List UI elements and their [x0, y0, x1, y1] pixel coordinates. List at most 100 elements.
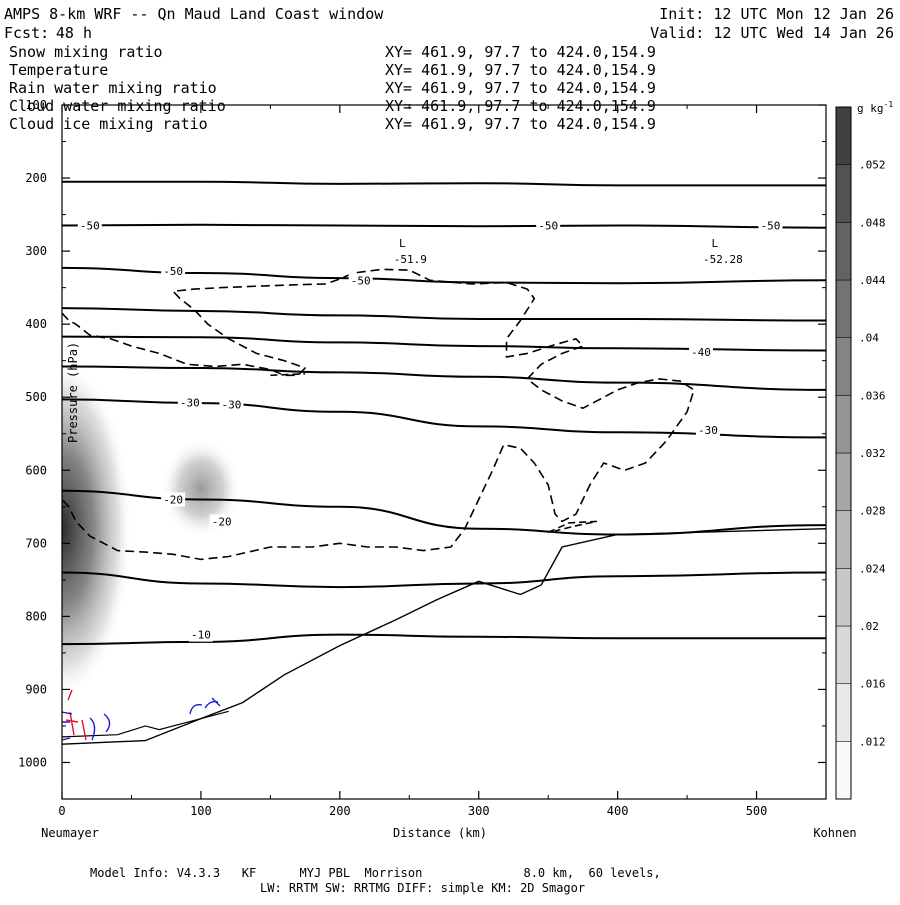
colorbar-unit-exponent: -1 — [884, 100, 894, 109]
plot-clip-group: -50 -50 -50 -50 -50 -40 -30 -30 -30 -20 -20 -10 — [62, 180, 826, 745]
terrain-surface-line — [62, 528, 826, 745]
contour-label: -50 — [760, 220, 780, 233]
colorbar-segment — [835, 741, 852, 800]
cloud-ice-contour-fragment — [270, 373, 306, 377]
colorbar-segment — [835, 164, 852, 223]
contour-label-bg — [161, 492, 186, 507]
rain-water-contour — [65, 689, 87, 741]
plot-frame — [61, 104, 827, 800]
colorbar-tick-label: .02 — [859, 620, 879, 633]
y-tick-label: 800 — [25, 609, 47, 623]
snow-maximum-shading — [160, 438, 241, 539]
colorbar-tick-label: .024 — [859, 562, 886, 575]
contour-label-bg — [77, 218, 102, 233]
colorbar-segment — [835, 395, 852, 454]
model-info-line1: Model Info: V4.3.3 KF MYJ PBL Morrison 8… — [90, 866, 661, 880]
terrain-secondary-line — [62, 710, 229, 738]
contour-label: -50 — [351, 274, 371, 287]
colorbar-tick-label: .044 — [859, 274, 886, 287]
legend-field-name: Rain water mixing ratio — [9, 79, 217, 97]
colorbar-segment — [835, 279, 852, 338]
colorbar-segment — [835, 222, 852, 281]
low-value: -51.9 — [394, 253, 427, 266]
isotherm-line — [62, 633, 826, 646]
colorbar-tick-label: .04 — [859, 332, 879, 345]
colorbar-tick-label: .036 — [859, 389, 886, 402]
colorbar-tick-label: .032 — [859, 447, 886, 460]
legend-field-name: Temperature — [9, 61, 108, 79]
isotherm-line — [62, 180, 826, 187]
y-axis-label: Pressure (hPa) — [66, 342, 80, 443]
legend-field-xy: XY= 461.9, 97.7 to 424.0,154.9 — [385, 115, 656, 133]
isotherm-line — [62, 223, 826, 229]
y-tick-label: 900 — [25, 682, 47, 696]
valid-time: Valid: 12 UTC Wed 14 Jan 26 — [650, 24, 894, 42]
cloud-water-contour — [62, 697, 221, 741]
contour-label-bg — [219, 397, 244, 412]
contour-label: -30 — [222, 399, 242, 412]
legend-field-xy: XY= 461.9, 97.7 to 424.0,154.9 — [385, 61, 656, 79]
x-tick-label: 400 — [607, 804, 629, 818]
legend-field-xy: XY= 461.9, 97.7 to 424.0,154.9 — [385, 43, 656, 61]
legend-field-name: Snow mixing ratio — [9, 43, 163, 61]
contour-label-bg — [758, 218, 783, 233]
contour-label-bg — [536, 218, 561, 233]
contour-label-bg — [688, 344, 713, 359]
colorbar-tick-label: .028 — [859, 505, 886, 518]
y-tick-label: 400 — [25, 317, 47, 331]
colorbar-segment — [835, 683, 852, 742]
contour-label: -10 — [191, 629, 211, 642]
low-value: -52.28 — [703, 253, 743, 266]
field-legend: Snow mixing ratio XY= 461.9, 97.7 to 424.… — [9, 43, 656, 133]
contour-label: -30 — [698, 424, 718, 437]
colorbar-segment — [835, 568, 852, 627]
x-tick-label: 0 — [58, 804, 65, 818]
colorbar-tick-label: .052 — [859, 159, 886, 172]
model-info-line2: LW: RRTM SW: RRTMG DIFF: simple KM: 2D S… — [260, 881, 585, 895]
contour-label-bg — [161, 263, 186, 278]
x-start-station: Neumayer — [41, 826, 99, 840]
forecast-hours: 48 h — [56, 24, 92, 42]
colorbar-segment — [835, 106, 852, 165]
contour-label-bg — [348, 273, 373, 288]
plot-area: -50 -50 -50 -50 -50 -40 -30 -30 -30 -20 -20 -10 L -51… — [18, 98, 827, 818]
cloud-ice-contour-fragment — [547, 520, 597, 534]
colorbar-tick-label: .012 — [859, 735, 886, 748]
contour-label: -20 — [212, 515, 232, 528]
chart-title: AMPS 8-km WRF -- Qn Maud Land Coast wind… — [4, 5, 384, 23]
colorbar-segment — [835, 510, 852, 569]
x-end-station: Kohnen — [813, 826, 856, 840]
low-marker: L — [712, 237, 719, 250]
x-axis-label: Distance (km) — [393, 826, 487, 840]
colorbar-unit: g kg-1 — [857, 100, 893, 115]
x-tick-label: 100 — [190, 804, 212, 818]
init-time: Init: 12 UTC Mon 12 Jan 26 — [659, 5, 894, 23]
x-tick-label: 300 — [468, 804, 490, 818]
colorbar-tick-label: .048 — [859, 216, 886, 229]
contour-label: -40 — [691, 346, 711, 359]
legend-field-name: Cloud ice mixing ratio — [9, 115, 208, 133]
colorbar-segment — [835, 337, 852, 396]
legend-field-xy: XY= 461.9, 97.7 to 424.0,154.9 — [385, 97, 656, 115]
isotherm-line — [62, 335, 826, 352]
contour-label-bg — [209, 514, 234, 529]
colorbar-tick-label: .016 — [859, 678, 886, 691]
contour-label-bg — [695, 423, 720, 438]
contour-label: -50 — [538, 220, 558, 233]
snow-maximum-shading — [62, 358, 132, 699]
x-tick-label: 500 — [746, 804, 768, 818]
isotherm-line — [62, 365, 826, 391]
colorbar-frame — [835, 106, 852, 800]
y-tick-label: 500 — [25, 390, 47, 404]
forecast-label: Fcst: — [4, 24, 49, 42]
y-tick-label: 100 — [25, 98, 47, 112]
contour-label-bg — [188, 627, 213, 642]
y-tick-label: 1000 — [18, 755, 47, 769]
colorbar: .012 .016 .02 .024 .028 .032 .036 .04 .044 .048 .0… — [835, 100, 893, 800]
colorbar-segment — [835, 452, 852, 511]
colorbar-segment — [835, 625, 852, 684]
low-marker: L — [399, 237, 406, 250]
legend-field-xy: XY= 461.9, 97.7 to 424.0,154.9 — [385, 79, 656, 97]
contour-label: -50 — [163, 265, 183, 278]
